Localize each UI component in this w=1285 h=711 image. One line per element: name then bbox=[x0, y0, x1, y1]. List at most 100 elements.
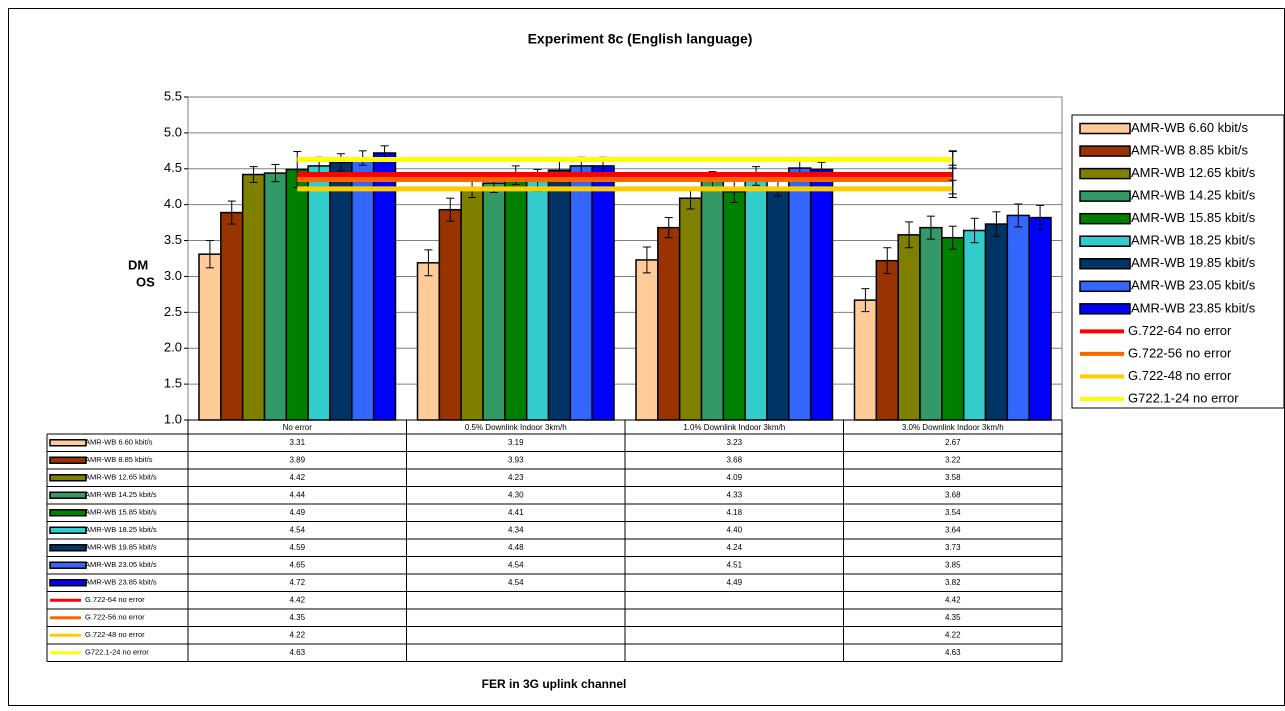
chart-title: Experiment 8c (English language) bbox=[528, 31, 753, 47]
bar bbox=[962, 229, 987, 421]
table-cell: 3.68 bbox=[945, 490, 961, 499]
legend-label: AMR-WB 14.25 kbit/s bbox=[1131, 188, 1256, 203]
x-tick-label: No error bbox=[283, 423, 313, 432]
y-tick-label: 2.5 bbox=[164, 304, 182, 319]
table-row-label: AMR-WB 15.85 kbit/s bbox=[85, 508, 157, 517]
bar bbox=[919, 226, 943, 421]
legend-label: AMR-WB 23.05 kbit/s bbox=[1131, 278, 1256, 293]
table-cell: 4.63 bbox=[289, 648, 305, 657]
y-tick-label: 2.0 bbox=[164, 340, 182, 355]
table-cell: 4.42 bbox=[289, 595, 305, 604]
bar bbox=[875, 259, 899, 421]
legend-swatch bbox=[1079, 303, 1131, 315]
y-axis-label: DM bbox=[128, 257, 148, 272]
legend-label: G.722-48 no error bbox=[1128, 368, 1232, 383]
bar bbox=[482, 182, 506, 421]
table-row-label: G.722-64 no error bbox=[85, 595, 145, 604]
bar bbox=[591, 165, 615, 421]
bar bbox=[438, 208, 462, 421]
table-cell: 2.67 bbox=[945, 438, 961, 447]
bar bbox=[329, 161, 353, 421]
bar bbox=[788, 167, 812, 421]
bar bbox=[1006, 214, 1030, 421]
table-cell: 4.34 bbox=[508, 525, 524, 534]
legend-label: G722.1-24 no error bbox=[1128, 390, 1239, 405]
bar bbox=[809, 168, 834, 421]
y-tick-label: 1.0 bbox=[164, 411, 182, 426]
table-row-label: AMR-WB 8.85 kbit/s bbox=[85, 455, 153, 464]
bar bbox=[241, 173, 266, 421]
legend-label: AMR-WB 6.60 kbit/s bbox=[1131, 120, 1249, 135]
legend-swatch bbox=[1079, 145, 1131, 157]
table-cell: 4.41 bbox=[508, 508, 524, 517]
y-axis-label: OS bbox=[136, 274, 155, 289]
table-cell: 3.19 bbox=[508, 438, 524, 447]
table-cell: 4.42 bbox=[945, 595, 961, 604]
bar bbox=[220, 211, 244, 421]
x-tick-label: 3.0% Downlink Indoor 3km/h bbox=[902, 423, 1004, 432]
table-cell: 4.18 bbox=[726, 508, 742, 517]
table-row-label: G.722-48 no error bbox=[85, 630, 145, 639]
legend-swatch bbox=[1079, 190, 1131, 202]
table-cell: 4.33 bbox=[726, 490, 742, 499]
table-swatch bbox=[49, 491, 87, 499]
table-cell: 4.51 bbox=[726, 560, 742, 569]
y-tick-label: 3.0 bbox=[164, 268, 182, 283]
table-cell: 3.31 bbox=[289, 438, 305, 447]
table-swatch bbox=[49, 526, 87, 534]
bar bbox=[569, 165, 593, 421]
table-cell: 4.49 bbox=[726, 578, 742, 587]
y-tick-label: 4.0 bbox=[164, 196, 182, 211]
table-cell: 3.73 bbox=[945, 543, 961, 552]
table-swatch bbox=[49, 544, 87, 552]
legend-label: G.722-56 no error bbox=[1128, 345, 1232, 360]
legend-label: G.722-64 no error bbox=[1128, 323, 1232, 338]
legend-label: AMR-WB 23.85 kbit/s bbox=[1131, 300, 1256, 315]
table-cell: 4.30 bbox=[508, 490, 524, 499]
table-cell: 4.24 bbox=[726, 543, 742, 552]
x-axis-label: FER in 3G uplink channel bbox=[482, 677, 627, 691]
legend-swatch bbox=[1079, 258, 1131, 270]
legend-swatch bbox=[1079, 280, 1131, 293]
x-tick-label: 1.0% Downlink Indoor 3km/h bbox=[683, 423, 785, 432]
y-tick-label: 5.0 bbox=[164, 124, 182, 139]
legend-swatch bbox=[1079, 167, 1131, 180]
bar bbox=[285, 168, 309, 421]
y-tick-label: 5.5 bbox=[164, 88, 182, 103]
legend-swatch bbox=[1079, 235, 1131, 247]
table-swatch bbox=[49, 509, 87, 517]
table-row-label: AMR-WB 18.25 kbit/s bbox=[85, 525, 157, 534]
bar bbox=[853, 299, 878, 421]
table-row-label: AMR-WB 12.65 kbit/s bbox=[85, 473, 157, 482]
bar bbox=[416, 262, 441, 421]
legend-swatch bbox=[1079, 212, 1131, 225]
bar bbox=[198, 253, 222, 421]
bar bbox=[1028, 216, 1052, 421]
bar bbox=[351, 157, 375, 421]
table-cell: 3.85 bbox=[945, 560, 961, 569]
bar bbox=[307, 165, 331, 421]
y-tick-label: 4.5 bbox=[164, 160, 182, 175]
table-swatch bbox=[49, 561, 87, 569]
legend-label: AMR-WB 15.85 kbit/s bbox=[1131, 210, 1256, 225]
bar bbox=[984, 223, 1009, 421]
table-cell: 4.42 bbox=[289, 473, 305, 482]
table-cell: 4.59 bbox=[289, 543, 305, 552]
legend-label: AMR-WB 18.25 kbit/s bbox=[1131, 233, 1256, 248]
table-row-label: AMR-WB 19.85 kbit/s bbox=[85, 543, 157, 552]
table-row-label: G.722-56 no error bbox=[85, 613, 145, 622]
table-row-label: AMR-WB 14.25 kbit/s bbox=[85, 490, 157, 499]
legend-label: AMR-WB 19.85 kbit/s bbox=[1131, 255, 1256, 270]
table-cell: 4.22 bbox=[945, 630, 961, 639]
table-cell: 3.64 bbox=[945, 525, 961, 534]
table-cell: 4.65 bbox=[289, 560, 305, 569]
bar bbox=[722, 190, 746, 421]
table-cell: 4.63 bbox=[945, 648, 961, 657]
bar bbox=[372, 152, 397, 421]
table-cell: 4.44 bbox=[289, 490, 305, 499]
bar bbox=[525, 179, 550, 421]
bar bbox=[504, 174, 528, 421]
bar bbox=[657, 226, 681, 421]
table-cell: 4.23 bbox=[508, 473, 524, 482]
